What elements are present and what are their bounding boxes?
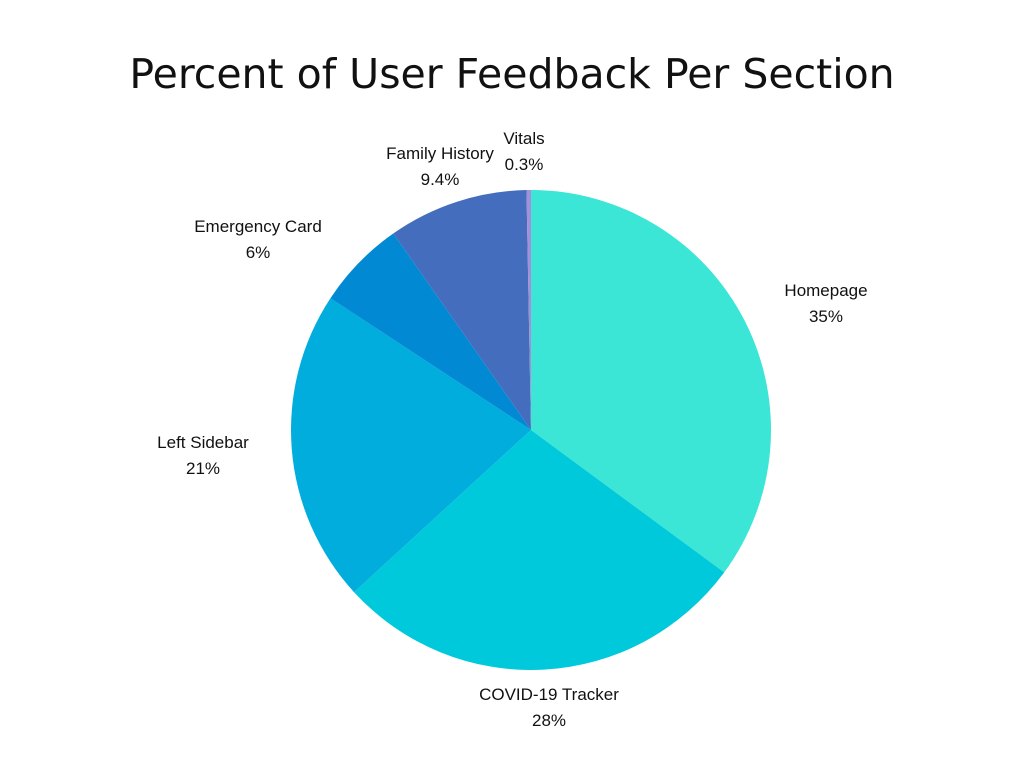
slice-label: Family History 9.4% [386,141,494,193]
slice-label-value: 28% [531,711,567,730]
slice-label-value: 21% [185,459,221,478]
slice-label-name: Vitals [503,129,545,148]
slice-label-value: 6% [245,243,271,262]
slice-label: Emergency Card 6% [194,214,322,266]
slice-label-name: Emergency Card [194,217,322,236]
slice-label: Left Sidebar 21% [157,430,249,482]
pie-slice-left-sidebar [291,298,531,593]
slice-label-value: 9.4% [420,170,460,189]
slice-label-value: 35% [808,307,844,326]
pie-slice-vitals [526,190,531,430]
slice-label: COVID-19 Tracker 28% [479,682,619,734]
slice-label: Vitals 0.3% [503,126,544,178]
pie-slice-homepage [531,190,772,573]
slice-label-name: COVID-19 Tracker [479,685,619,704]
slice-label-name: Homepage [784,281,868,300]
slice-label-name: Left Sidebar [157,433,249,452]
slice-label-name: Family History [386,144,494,163]
slice-label-value: 0.3% [504,155,544,174]
pie-slice-family-history [393,190,531,430]
chart-title: Percent of User Feedback Per Section [129,50,895,98]
pie-slice-covid-19-tracker [354,430,725,670]
slice-label: Homepage 35% [784,278,867,330]
pie-slice-emergency-card [330,233,531,430]
